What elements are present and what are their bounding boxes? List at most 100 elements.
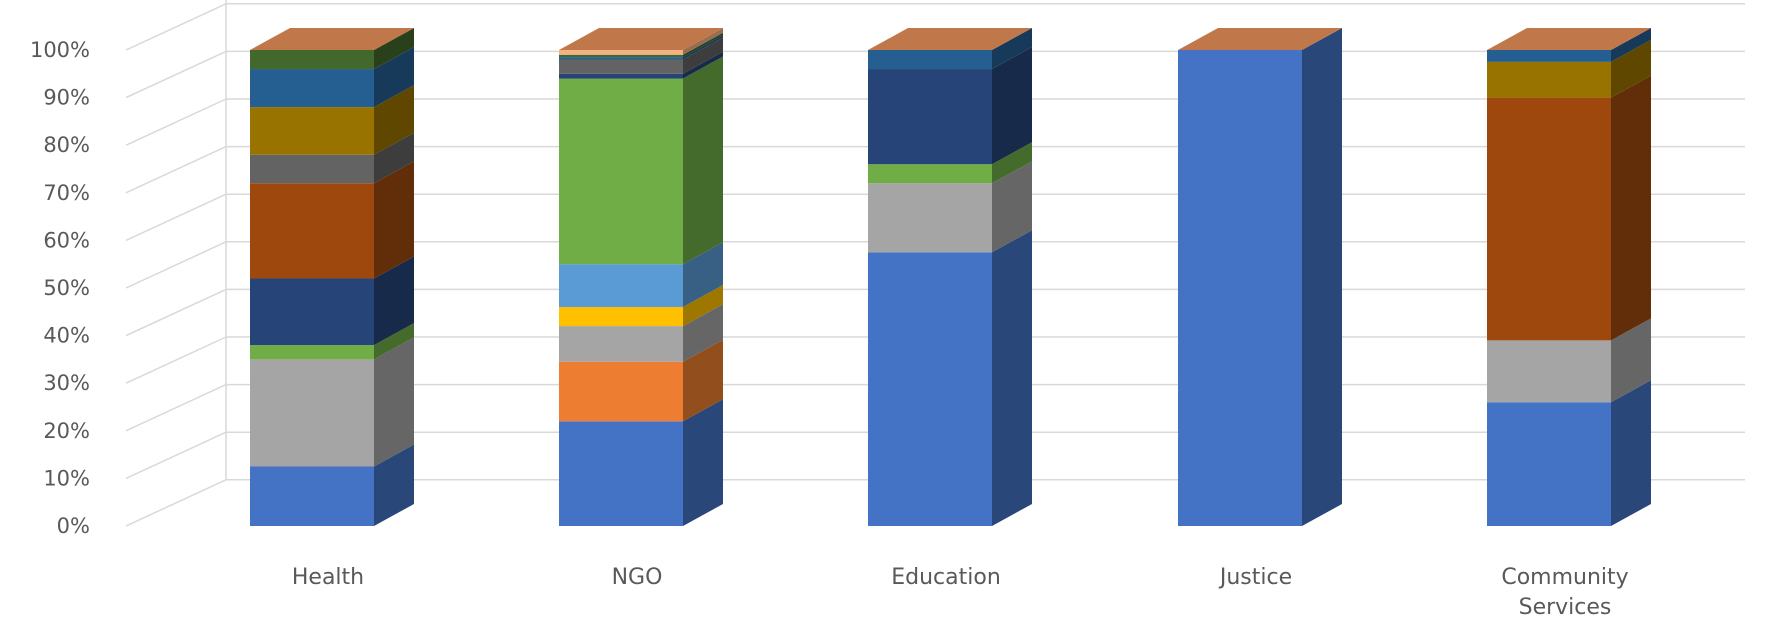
- bar-segment-side: [374, 132, 414, 184]
- y-tick-label: 70%: [43, 181, 90, 205]
- bar-segment-side: [683, 28, 723, 55]
- bar-segment-side: [992, 47, 1032, 165]
- bars: [250, 28, 1651, 527]
- bar-group: [868, 28, 1032, 527]
- gridline-slant: [125, 288, 227, 337]
- bar-segment-side: [374, 85, 414, 155]
- bar-segment-side: [1611, 39, 1651, 98]
- gridline-slant: [125, 241, 227, 289]
- bar-segment: [250, 107, 374, 155]
- y-tick-label: 40%: [43, 324, 90, 348]
- bar-segment-side: [992, 161, 1032, 253]
- bar-segment-side: [683, 56, 723, 265]
- bar-segment-side: [683, 339, 723, 422]
- bar-group: [250, 28, 414, 526]
- bar-group: [1487, 28, 1651, 526]
- bar-segment-side: [1611, 75, 1651, 341]
- x-category-label: NGO: [612, 565, 663, 590]
- gridline-slant: [125, 383, 227, 432]
- gridline-slant: [125, 336, 227, 384]
- bar-segment-side: [683, 51, 723, 79]
- bar-segment-side: [683, 285, 723, 327]
- bar-segment: [250, 154, 374, 184]
- bar-segment-side: [1611, 28, 1651, 62]
- bar-segment: [250, 278, 374, 346]
- y-tick-label: 50%: [43, 276, 90, 300]
- bar-segment: [868, 252, 992, 527]
- bar-segment: [868, 50, 992, 70]
- y-tick-label: 20%: [43, 419, 90, 443]
- bar-segment-side: [374, 323, 414, 360]
- bar-segment: [559, 57, 683, 60]
- bar-group: [1178, 28, 1342, 526]
- bar-segment: [559, 50, 683, 55]
- bar-top-face: [559, 28, 723, 50]
- bar-segment-side: [1302, 28, 1342, 526]
- bar-segment: [868, 183, 992, 253]
- bar-segment-side: [683, 35, 723, 60]
- bar-segment: [1178, 50, 1302, 526]
- bar-segment: [559, 421, 683, 526]
- bar-segment-side: [374, 256, 414, 346]
- bar-top-face: [1178, 28, 1342, 50]
- x-category-label: Justice: [1218, 565, 1292, 590]
- bar-segment: [559, 59, 683, 74]
- bar-segment: [868, 164, 992, 184]
- bar-segment: [559, 73, 683, 79]
- bar-segment: [250, 466, 374, 526]
- bar-segment: [559, 54, 683, 58]
- bar-segment-side: [992, 230, 1032, 527]
- bar-segment: [1487, 61, 1611, 98]
- bar-group: [559, 28, 723, 526]
- bar-top-face: [250, 28, 414, 50]
- bar-segment: [250, 359, 374, 467]
- bar-segment: [1487, 97, 1611, 341]
- bar-top-face: [1487, 28, 1651, 50]
- y-tick-label: 10%: [43, 466, 90, 490]
- y-tick-label: 100%: [30, 38, 90, 62]
- y-axis-ticks: 0% 10% 20% 30% 40% 50% 60% 70% 80% 90% 100%: [30, 38, 90, 538]
- bar-segment-side: [374, 28, 414, 70]
- bar-top-face: [868, 28, 1032, 50]
- x-axis-labels: Health NGO Education Justice Community Servic…: [292, 565, 1629, 620]
- x-category-label: Community: [1501, 565, 1628, 590]
- bar-segment-side: [374, 444, 414, 526]
- bar-segment-side: [683, 399, 723, 526]
- bar-segment: [250, 69, 374, 108]
- bar-segment: [559, 361, 683, 422]
- gridline-slant: [125, 145, 227, 194]
- bar-segment: [250, 183, 374, 279]
- bar-segment-side: [683, 304, 723, 362]
- bar-segment-side: [683, 37, 723, 74]
- bar-segment-side: [1611, 380, 1651, 526]
- bar-segment: [559, 326, 683, 362]
- y-tick-label: 80%: [43, 133, 90, 157]
- bar-segment-side: [683, 242, 723, 308]
- bar-segment-side: [683, 32, 723, 58]
- bar-segment: [559, 264, 683, 308]
- bar-segment: [1487, 340, 1611, 403]
- y-tick-label: 0%: [57, 514, 90, 538]
- gridline-slant: [125, 479, 227, 527]
- bar-segment-side: [992, 142, 1032, 184]
- x-category-label: Education: [891, 565, 1001, 590]
- bar-segment: [559, 78, 683, 265]
- bar-segment-side: [374, 161, 414, 279]
- bar-segment: [250, 50, 374, 70]
- bar-segment-side: [374, 47, 414, 108]
- gridline-slant: [125, 431, 227, 480]
- gridline-slant: [125, 3, 227, 51]
- gridline-slant: [125, 50, 227, 99]
- gridline-slant: [125, 193, 227, 242]
- bar-segment: [1487, 402, 1611, 526]
- bar-segment-side: [374, 337, 414, 467]
- y-tick-label: 90%: [43, 86, 90, 110]
- bar-segment: [559, 307, 683, 327]
- bar-segment: [1487, 50, 1611, 62]
- bar-segment: [868, 69, 992, 165]
- bar-segment-side: [1611, 318, 1651, 403]
- bar-segment: [250, 345, 374, 360]
- x-category-label: Health: [292, 565, 364, 590]
